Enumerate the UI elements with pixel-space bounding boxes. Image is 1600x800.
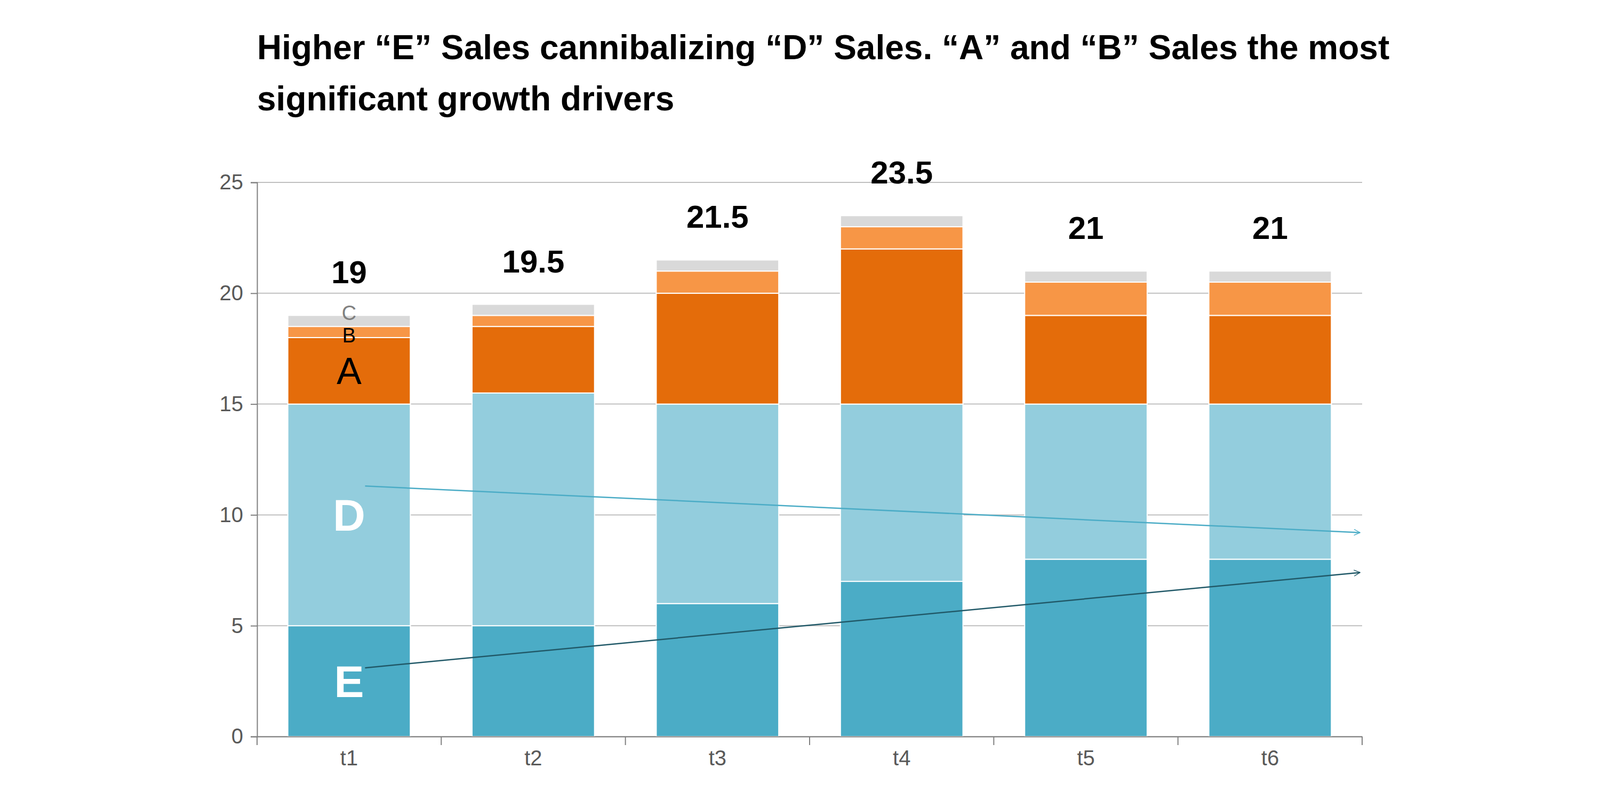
x-tick-label: t1 (340, 746, 358, 770)
bar (288, 337, 411, 405)
series-3 (288, 226, 1332, 338)
x-tick: t2 (524, 736, 542, 770)
bar (1209, 315, 1332, 404)
x-tick: t5 (1076, 736, 1095, 770)
bar (840, 215, 964, 227)
total-label: 21.5 (686, 198, 749, 235)
y-tick-label: 5 (231, 613, 244, 638)
x-tick-label: t6 (1261, 746, 1279, 770)
y-tick-mark (250, 736, 258, 738)
chart: Higher “E” Sales cannibalizing “D” Sales… (0, 0, 1600, 800)
y-tick-label: 15 (219, 392, 244, 416)
y-tick-mark (250, 514, 258, 516)
x-tick-label: t5 (1076, 746, 1095, 770)
bars (288, 215, 1332, 737)
y-tick-mark (250, 625, 258, 627)
trend-arrow (365, 572, 1360, 668)
bar (656, 603, 779, 737)
series-2 (288, 249, 1332, 405)
bar (1209, 404, 1332, 560)
x-boundary-tick (809, 736, 811, 746)
total-label: 21 (1252, 210, 1288, 246)
grid (257, 182, 1363, 737)
series-4 (288, 215, 1332, 327)
bar (840, 404, 964, 582)
grid-line (257, 292, 1363, 294)
grid-line (257, 514, 1363, 516)
bar (656, 259, 779, 271)
total-label: 19 (331, 254, 367, 291)
total-label: 23.5 (870, 154, 933, 191)
bar (1024, 282, 1148, 316)
bar (1209, 270, 1332, 283)
y-axis: 0 5 10 15 20 25 (219, 170, 258, 748)
series-label: C (341, 301, 357, 325)
series-label: B (342, 324, 356, 347)
bar (472, 315, 595, 327)
bar (656, 270, 779, 294)
bar (840, 581, 964, 737)
series-0 (288, 559, 1332, 737)
bar (656, 293, 779, 405)
totals: 19 19.5 21.5 23.5 21 21 (331, 154, 1288, 291)
x-tick-label: t4 (892, 746, 911, 770)
x-tick: t4 (892, 736, 911, 770)
bar (840, 226, 964, 250)
x-boundary-tick (993, 736, 995, 746)
total-label: 19.5 (502, 243, 565, 280)
y-tick: 10 (219, 502, 258, 527)
y-tick: 0 (231, 724, 258, 748)
y-tick-label: 10 (219, 502, 244, 527)
trend-arrow (365, 485, 1360, 533)
y-tick-mark (250, 292, 258, 294)
series-label: D (332, 490, 366, 541)
y-tick-label: 0 (231, 724, 244, 748)
bar (840, 249, 964, 405)
grid-line (257, 181, 1363, 183)
y-tick: 5 (231, 613, 258, 638)
bar (1209, 282, 1332, 316)
x-boundary-tick (256, 736, 258, 746)
total-label: 21 (1068, 210, 1104, 246)
y-tick: 20 (219, 281, 258, 305)
bar (1024, 270, 1148, 283)
bar (472, 326, 595, 394)
title: Higher “E” Sales cannibalizing “D” Sales… (257, 28, 1390, 118)
bar (1024, 315, 1148, 404)
trend-arrows (365, 485, 1360, 668)
bar (1024, 404, 1148, 560)
x-boundary-tick (1361, 736, 1363, 746)
bar (472, 393, 595, 626)
x-tick: t1 (340, 736, 358, 770)
series-label: E (334, 656, 365, 707)
y-axis-line (250, 182, 258, 738)
bar (288, 625, 411, 737)
x-axis: t1 t2 t3 t4 t5 t6 (257, 736, 1363, 770)
y-tick-label: 20 (219, 281, 244, 305)
x-tick: t3 (708, 736, 727, 770)
series-label: A (336, 350, 362, 392)
y-tick: 15 (219, 392, 258, 416)
bar (472, 625, 595, 737)
y-tick: 25 (219, 170, 258, 194)
x-tick-label: t2 (524, 746, 542, 770)
x-boundary-ticks (257, 736, 1363, 746)
y-tick-mark (250, 403, 258, 405)
y-tick-label: 25 (219, 170, 244, 194)
bar (288, 404, 411, 627)
bar (656, 404, 779, 604)
series-labels: E D ABC (332, 301, 366, 707)
y-tick-mark (250, 182, 258, 184)
bar (1024, 559, 1148, 737)
x-boundary-tick (1177, 736, 1179, 746)
bar (472, 304, 595, 316)
x-boundary-tick (440, 736, 442, 746)
grid-line (257, 403, 1363, 405)
x-tick: t6 (1261, 736, 1279, 770)
x-boundary-tick (625, 736, 627, 746)
x-tick-label: t3 (708, 746, 727, 770)
